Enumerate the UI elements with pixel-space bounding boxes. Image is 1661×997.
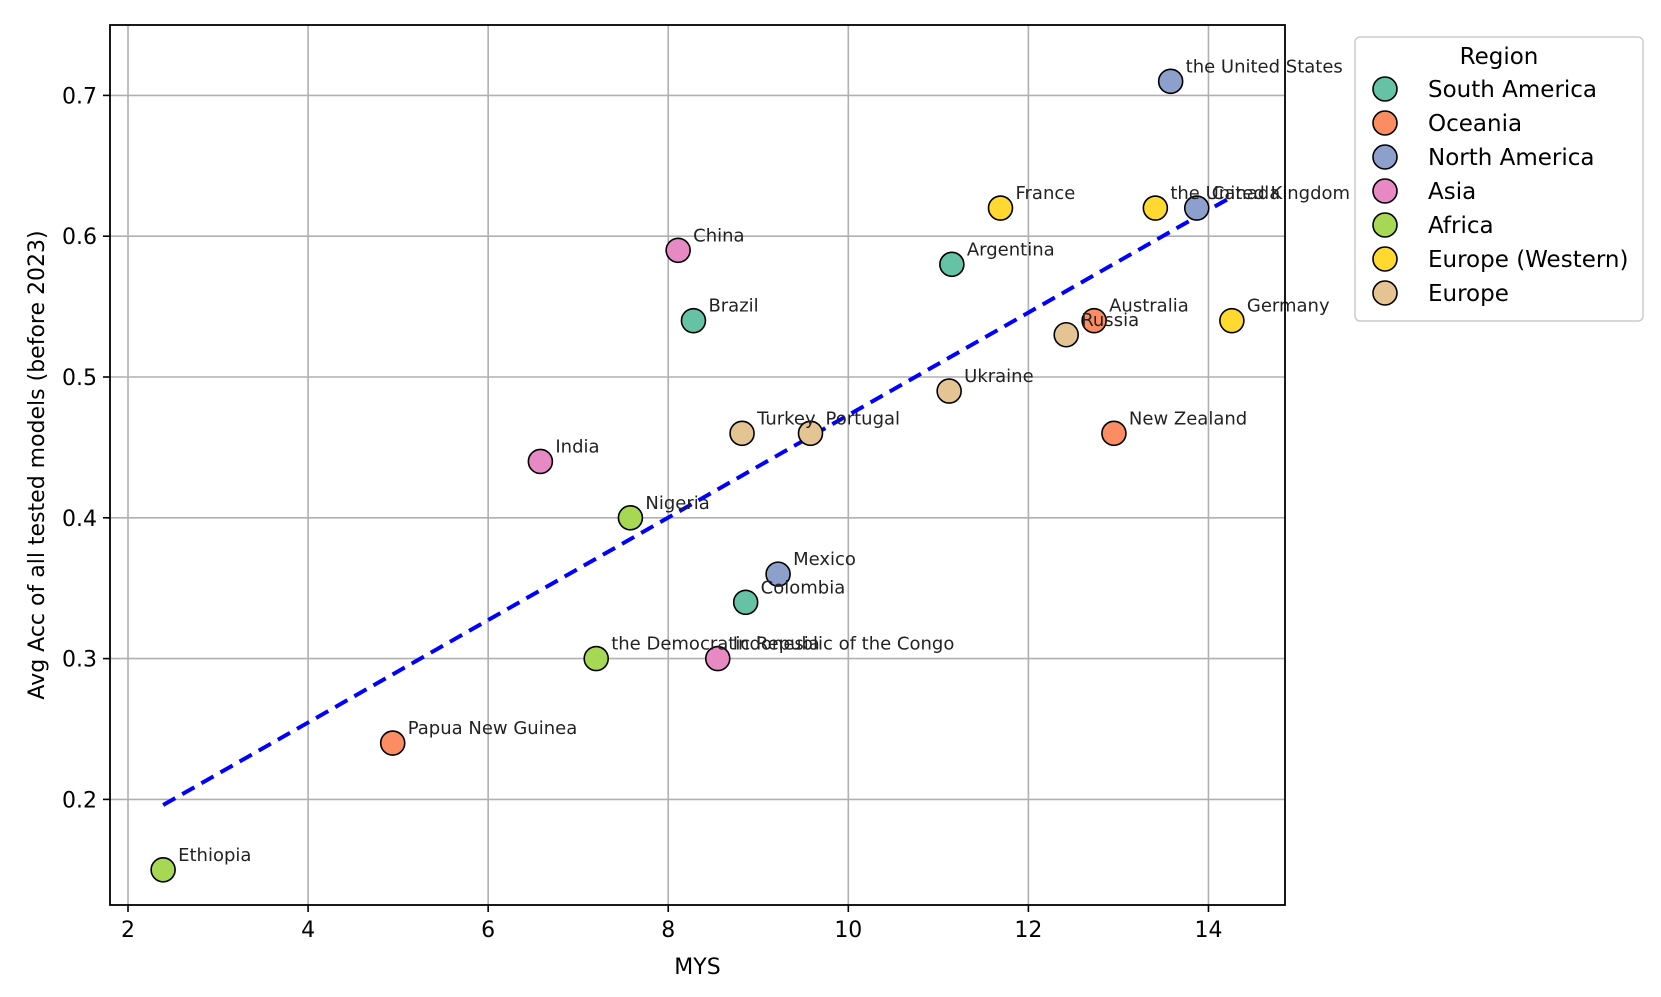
- point-label: China: [693, 225, 744, 246]
- data-point: [732, 589, 759, 616]
- data-point: [704, 645, 731, 672]
- data-point: [765, 561, 791, 587]
- data-point: [665, 237, 691, 264]
- data-point: [583, 645, 610, 672]
- point-label: Nigeria: [645, 493, 709, 514]
- point-label: Brazil: [708, 296, 758, 317]
- data-point: [527, 448, 554, 475]
- trendline-group: [162, 195, 1233, 807]
- data-point: [936, 378, 962, 404]
- legend-marker: [1372, 144, 1398, 170]
- y-tick-label: 0.6: [62, 225, 97, 250]
- legend-title: Region: [1460, 44, 1539, 70]
- y-tick-label: 0.2: [62, 788, 97, 813]
- point-label: the United Kingdom: [1170, 183, 1350, 204]
- point-label: Russia: [1081, 310, 1139, 331]
- point-label: the Democratic Republic of the Congo: [611, 634, 954, 655]
- data-point: [680, 307, 707, 334]
- point-label: Papua New Guinea: [408, 718, 578, 739]
- legend-marker: [1372, 280, 1398, 306]
- data-point: [1053, 321, 1080, 348]
- data-point: [729, 420, 755, 447]
- x-tick-label: 12: [1014, 918, 1042, 943]
- x-tick-label: 4: [301, 918, 315, 943]
- point-label: Portugal: [825, 408, 900, 429]
- legend-marker: [1372, 212, 1398, 238]
- point-label: New Zealand: [1129, 408, 1247, 429]
- x-tick-label: 8: [661, 918, 675, 943]
- legend-label: Asia: [1428, 179, 1476, 205]
- point-label: France: [1015, 183, 1075, 204]
- x-ticks: 2 4 6 8 10 12 14: [121, 905, 1222, 943]
- data-point: [379, 730, 406, 756]
- data-point: [1157, 68, 1184, 95]
- x-tick-label: 14: [1194, 918, 1222, 943]
- legend-label: Oceania: [1428, 111, 1522, 137]
- legend-label: Europe (Western): [1428, 247, 1628, 273]
- point-label: Argentina: [967, 239, 1055, 260]
- data-point: [150, 856, 176, 883]
- data-point: [1101, 420, 1127, 447]
- y-tick-label: 0.5: [62, 366, 97, 391]
- data-point: [1142, 195, 1169, 221]
- y-axis-label: Avg Acc of all tested models (before 202…: [25, 230, 50, 699]
- trendline: [162, 195, 1233, 807]
- y-tick-label: 0.4: [62, 507, 97, 532]
- x-tick-label: 2: [121, 918, 135, 943]
- legend-marker: [1372, 110, 1398, 136]
- x-tick-label: 10: [834, 918, 862, 943]
- data-point: [1183, 195, 1210, 221]
- point-label: Ukraine: [964, 366, 1034, 387]
- y-tick-label: 0.3: [62, 648, 97, 673]
- point-label: Indonesia: [733, 634, 820, 655]
- legend: Region South America Oceania North America…: [1354, 36, 1644, 322]
- x-axis-label: MYS: [674, 955, 720, 980]
- data-point: [987, 195, 1014, 221]
- point-label: India: [555, 436, 599, 457]
- legend-box: [1354, 36, 1644, 322]
- point-label: Mexico: [793, 549, 856, 570]
- legend-label: Africa: [1428, 213, 1494, 239]
- legend-marker: [1372, 246, 1398, 272]
- y-ticks: 0.2 0.3 0.4 0.5 0.6 0.7: [62, 84, 110, 813]
- x-tick-label: 6: [481, 918, 495, 943]
- point-labels-group: the United States Canada France the United …: [178, 56, 1350, 865]
- legend-marker: [1372, 76, 1398, 102]
- point-label: Colombia: [761, 577, 846, 598]
- point-label: the United States: [1186, 56, 1343, 77]
- data-point: [617, 504, 644, 531]
- grid: [110, 25, 1285, 905]
- point-label: Turkey: [756, 408, 816, 429]
- point-label: Ethiopia: [178, 845, 251, 866]
- data-point: [1081, 307, 1107, 334]
- y-tick-label: 0.7: [62, 84, 97, 109]
- data-point: [1219, 307, 1245, 334]
- legend-label: South America: [1428, 77, 1597, 103]
- points-group: [150, 68, 1245, 883]
- data-point: [797, 420, 824, 447]
- point-label: Germany: [1247, 296, 1330, 317]
- plot-frame: [109, 24, 1286, 906]
- data-point: [939, 251, 965, 278]
- point-label: Australia: [1109, 296, 1189, 317]
- point-label: Canada: [1212, 183, 1281, 204]
- legend-marker: [1372, 178, 1398, 204]
- legend-label: North America: [1428, 145, 1595, 171]
- legend-label: Europe: [1428, 281, 1509, 307]
- legend-entries: South America Oceania North America Asia Afr…: [1372, 76, 1628, 307]
